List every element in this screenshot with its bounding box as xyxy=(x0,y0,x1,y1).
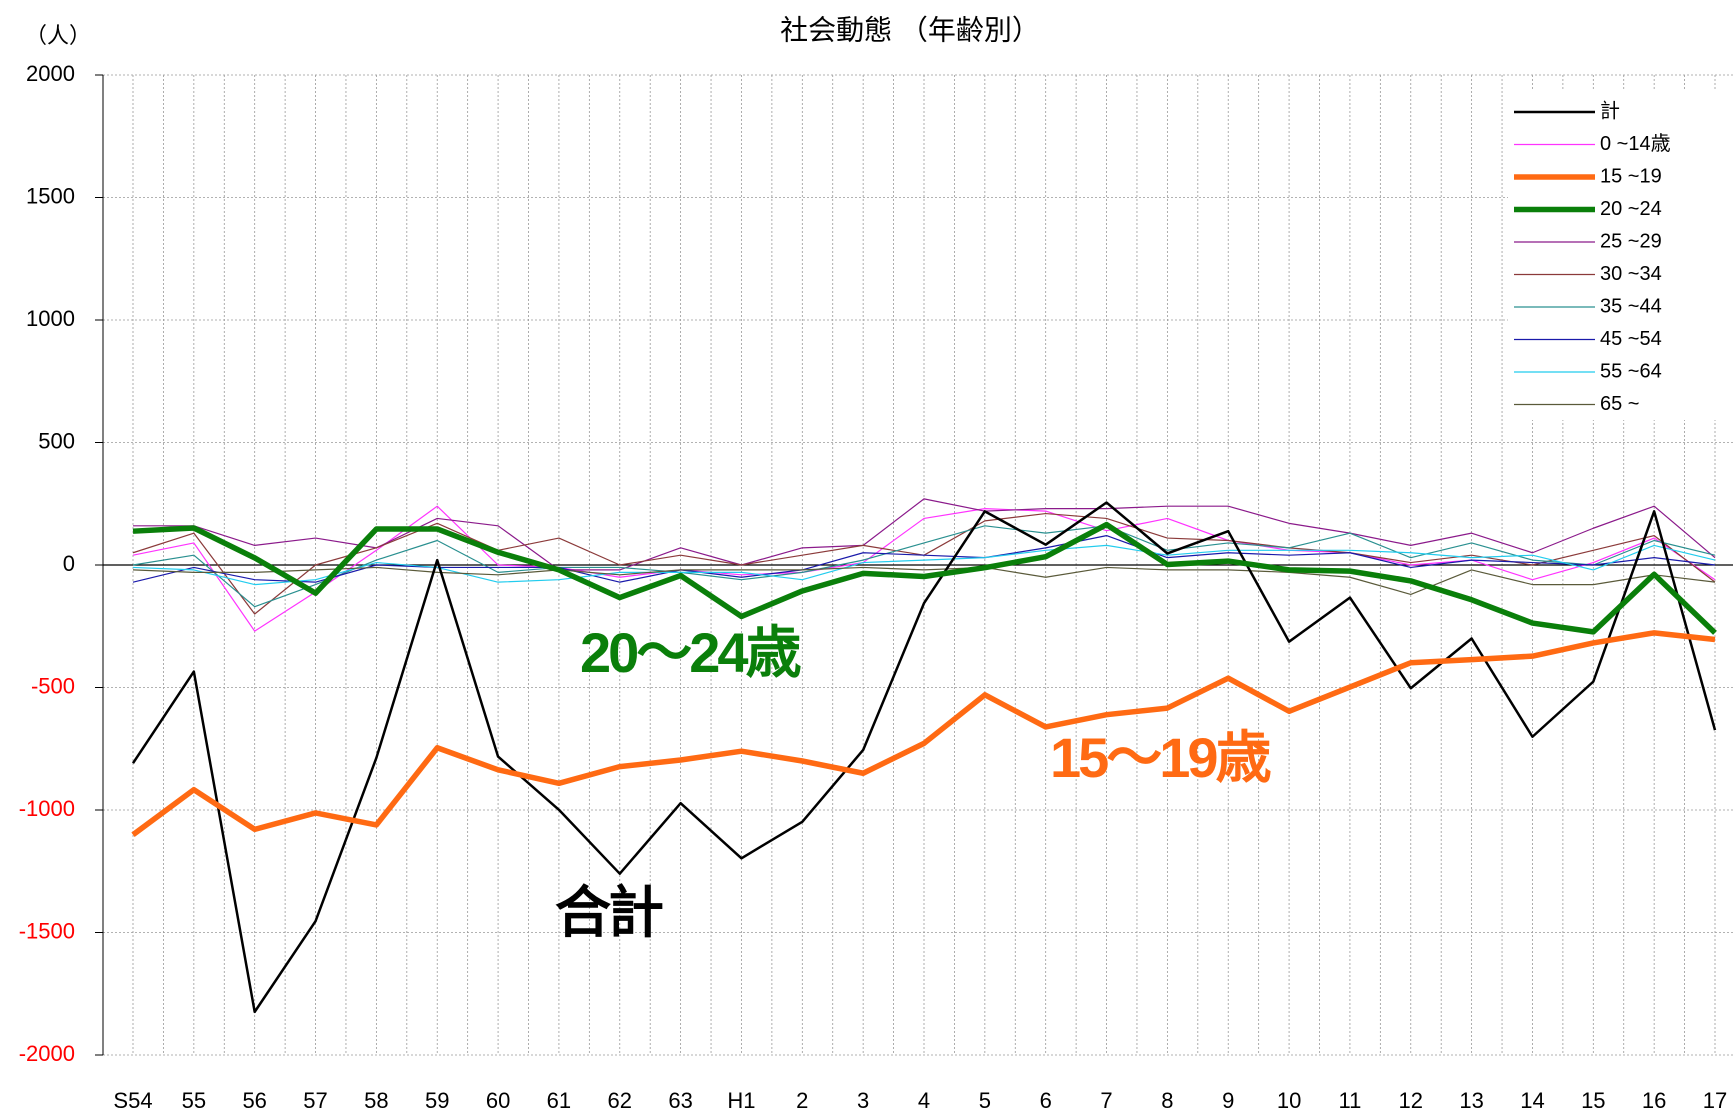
x-tick-label: S54 xyxy=(113,1088,152,1113)
legend: 計 0 ~14歳 15 ~19 20 ~24 25 ~29 30 ~34 35 ~44 45 … xyxy=(1508,90,1733,420)
x-tick-label: 59 xyxy=(425,1088,449,1113)
x-tick-label: 60 xyxy=(486,1088,510,1113)
legend-label: 25 ~29 xyxy=(1600,230,1662,252)
series-line xyxy=(132,525,1716,608)
x-tick-label: 7 xyxy=(1100,1088,1112,1113)
x-tick-label: 9 xyxy=(1222,1088,1234,1113)
legend-label: 0 ~14歳 xyxy=(1600,132,1671,155)
x-tick-label: 12 xyxy=(1399,1088,1423,1113)
legend-label: 20 ~24 xyxy=(1600,198,1662,220)
x-tick-label: 62 xyxy=(608,1088,632,1113)
x-tick-label: 16 xyxy=(1642,1088,1666,1113)
series-line xyxy=(132,521,1717,635)
legend-label: 計 xyxy=(1600,99,1620,122)
legend-label: 45 ~54 xyxy=(1600,328,1662,350)
x-tick-label: 3 xyxy=(857,1088,869,1113)
y-tick-label: -2000 xyxy=(19,1041,75,1066)
series-line xyxy=(131,501,1717,1014)
y-tick-label: 2000 xyxy=(26,61,75,86)
y-tick-label: -1500 xyxy=(19,918,75,943)
annotation: 15～19歳 xyxy=(1050,726,1271,789)
legend-label: 55 ~64 xyxy=(1600,360,1662,382)
x-tick-label: 14 xyxy=(1520,1088,1544,1113)
x-tick-label: 5 xyxy=(979,1088,991,1113)
x-tick-label: 56 xyxy=(242,1088,266,1113)
legend-label: 30 ~34 xyxy=(1600,263,1662,285)
x-tick-label: 6 xyxy=(1040,1088,1052,1113)
series-line xyxy=(132,535,1716,583)
y-tick-label: 500 xyxy=(38,428,75,453)
legend-label: 15 ~19 xyxy=(1600,165,1662,187)
x-tick-label: 4 xyxy=(918,1088,930,1113)
chart-title: 社会動態 （年齢別） xyxy=(780,14,1040,45)
series-line xyxy=(132,505,1716,632)
y-tick-label: -500 xyxy=(31,673,75,698)
series-line xyxy=(132,566,1716,595)
series-line xyxy=(132,544,1716,586)
legend-label: 65 ~ xyxy=(1600,393,1639,415)
y-tick-label: -1000 xyxy=(19,796,75,821)
x-tick-label: 2 xyxy=(796,1088,808,1113)
x-tick-label: 15 xyxy=(1581,1088,1605,1113)
annotation: 20～24歳 xyxy=(580,621,801,684)
annotation: 合計 xyxy=(555,881,663,944)
x-tick-label: H1 xyxy=(727,1088,755,1113)
x-tick-label: 63 xyxy=(668,1088,692,1113)
x-tick-label: 13 xyxy=(1459,1088,1483,1113)
x-tick-label: 17 xyxy=(1703,1088,1727,1113)
x-tick-label: 57 xyxy=(303,1088,327,1113)
y-unit-label: （人） xyxy=(25,23,91,48)
x-tick-label: 8 xyxy=(1161,1088,1173,1113)
y-tick-label: 1500 xyxy=(26,183,75,208)
x-tick-label: 11 xyxy=(1339,1088,1362,1113)
x-tick-label: 58 xyxy=(364,1088,388,1113)
x-tick-label: 61 xyxy=(547,1088,571,1113)
y-tick-label: 0 xyxy=(63,551,75,576)
series-line xyxy=(131,630,1716,837)
y-tick-label: 1000 xyxy=(26,306,75,331)
x-tick-label: 10 xyxy=(1277,1088,1301,1113)
legend-label: 35 ~44 xyxy=(1600,295,1662,317)
x-tick-label: 55 xyxy=(182,1088,206,1113)
series-line xyxy=(133,498,1716,571)
